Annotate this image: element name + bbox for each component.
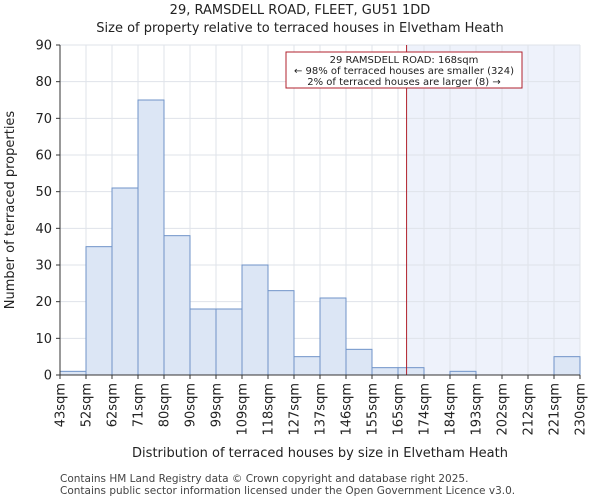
x-tick-label: 71sqm bbox=[132, 383, 147, 427]
y-tick-label: 30 bbox=[35, 259, 52, 274]
y-tick-label: 90 bbox=[35, 39, 52, 54]
x-tick-label: 109sqm bbox=[236, 383, 251, 436]
x-tick-label: 212sqm bbox=[522, 383, 537, 436]
x-tick-label: 230sqm bbox=[574, 383, 589, 436]
x-tick-label: 146sqm bbox=[340, 383, 355, 436]
x-tick-label: 165sqm bbox=[392, 383, 407, 436]
annotation-line: 2% of terraced houses are larger (8) → bbox=[307, 77, 501, 88]
x-tick-label: 62sqm bbox=[106, 383, 121, 427]
x-tick-label: 184sqm bbox=[444, 383, 459, 436]
histogram-chart: 0 10 20 30 40 50 60 70 80 90 43sqm 52sqm 62sqm 71sqm 8… bbox=[3, 39, 589, 462]
annotation-line: 29 RAMSDELL ROAD: 168sqm bbox=[330, 55, 479, 66]
histogram-bar bbox=[449, 370, 477, 376]
y-tick-label: 80 bbox=[35, 75, 52, 90]
histogram-bar bbox=[215, 308, 243, 376]
x-tick-label: 127sqm bbox=[288, 383, 303, 436]
histogram-bar bbox=[397, 367, 425, 376]
y-tick-label: 10 bbox=[35, 332, 52, 347]
x-tick-label: 137sqm bbox=[314, 383, 329, 436]
histogram-bar bbox=[553, 356, 581, 376]
chart-title-address: 29, RAMSDELL ROAD, FLEET, GU51 1DD bbox=[169, 3, 431, 18]
x-tick-label: 118sqm bbox=[262, 383, 277, 436]
y-tick-label: 70 bbox=[35, 112, 52, 127]
chart-title-subtitle: Size of property relative to terraced ho… bbox=[96, 21, 504, 36]
x-tick-label: 43sqm bbox=[54, 383, 69, 427]
histogram-bar bbox=[189, 308, 217, 376]
x-tick-label: 193sqm bbox=[470, 383, 485, 436]
x-tick-label: 174sqm bbox=[418, 383, 433, 436]
y-tick-label: 60 bbox=[35, 149, 52, 164]
histogram-bar bbox=[85, 246, 113, 376]
x-tick-label: 221sqm bbox=[548, 383, 563, 436]
x-tick-label: 80sqm bbox=[158, 383, 173, 427]
histogram-bar bbox=[267, 290, 295, 376]
histogram-bar bbox=[163, 235, 191, 376]
x-tick-label: 155sqm bbox=[366, 383, 381, 436]
histogram-bar bbox=[137, 99, 165, 376]
footer-copyright: Contains HM Land Registry data © Crown c… bbox=[60, 473, 469, 485]
histogram-bar bbox=[319, 297, 347, 376]
histogram-bar bbox=[293, 356, 321, 376]
larger-properties-region bbox=[406, 45, 580, 375]
histogram-bar bbox=[241, 264, 269, 376]
annotation-line: ← 98% of terraced houses are smaller (32… bbox=[294, 66, 514, 77]
annotation-box bbox=[285, 51, 523, 89]
x-tick-label: 52sqm bbox=[80, 383, 95, 427]
histogram-bar bbox=[345, 348, 373, 376]
histogram-bar bbox=[59, 370, 87, 376]
footer-licence: Contains public sector information licen… bbox=[60, 485, 516, 497]
y-tick-label: 40 bbox=[35, 222, 52, 237]
y-tick-label: 20 bbox=[35, 295, 52, 310]
y-axis-title: Number of terraced properties bbox=[3, 111, 18, 310]
x-tick-label: 99sqm bbox=[210, 383, 225, 427]
y-tick-label: 0 bbox=[44, 369, 52, 384]
y-tick-label: 50 bbox=[35, 185, 52, 200]
histogram-bar bbox=[371, 367, 399, 376]
x-tick-label: 90sqm bbox=[184, 383, 199, 427]
x-axis-title: Distribution of terraced houses by size … bbox=[132, 446, 508, 461]
x-tick-label: 202sqm bbox=[496, 383, 511, 436]
histogram-bar bbox=[111, 187, 139, 376]
